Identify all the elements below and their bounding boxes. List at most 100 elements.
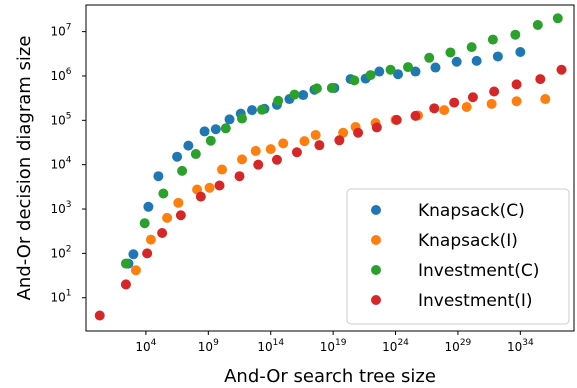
data-point — [326, 82, 337, 93]
data-point — [172, 151, 183, 162]
data-point — [253, 159, 264, 170]
legend-marker — [371, 235, 381, 245]
x-tick-label: 109 — [198, 338, 219, 354]
data-point — [250, 145, 261, 156]
x-tick-label: 1024 — [382, 338, 409, 354]
x-tick-label: 1029 — [445, 338, 472, 354]
legend-marker — [371, 295, 381, 305]
data-point — [143, 201, 154, 212]
x-axis-ticks: 104 109 1014 1019 1024 1029 1034 — [135, 331, 534, 354]
data-point — [449, 97, 460, 108]
data-point — [130, 265, 141, 276]
data-point — [466, 42, 477, 53]
data-point — [471, 55, 482, 66]
plot-frame — [85, 4, 575, 332]
legend: Knapsack(C) Knapsack(I) Investment(C) Inves… — [346, 188, 570, 325]
data-point — [128, 249, 139, 260]
data-point — [439, 105, 450, 116]
data-point — [199, 126, 210, 137]
data-point — [177, 165, 188, 176]
legend-box — [346, 188, 570, 325]
data-point — [487, 34, 498, 45]
series-investment-i- — [94, 64, 567, 321]
data-point — [298, 90, 309, 101]
data-point — [278, 138, 289, 149]
data-point — [158, 188, 169, 199]
data-point — [552, 13, 563, 24]
data-point — [540, 94, 551, 105]
data-point — [237, 113, 248, 124]
data-point — [190, 149, 201, 160]
data-point — [120, 279, 131, 290]
data-point — [289, 89, 300, 100]
x-tick-label: 1014 — [257, 338, 284, 354]
data-point — [532, 19, 543, 30]
data-point — [338, 127, 349, 138]
data-point — [246, 105, 257, 116]
data-point — [120, 258, 131, 269]
data-point — [217, 164, 228, 175]
data-point — [385, 64, 396, 75]
legend-label: Investment(I) — [418, 291, 533, 311]
data-point — [145, 234, 156, 245]
data-point — [183, 140, 194, 151]
data-point — [139, 218, 150, 229]
data-point — [403, 62, 414, 73]
data-point — [349, 75, 360, 86]
data-point — [204, 182, 215, 193]
legend-label: Knapsack(C) — [418, 201, 525, 221]
data-point — [371, 122, 382, 133]
series-investment-c- — [120, 13, 563, 269]
data-point — [157, 227, 168, 238]
y-tick-label: 107 — [50, 23, 71, 39]
data-point — [445, 47, 456, 58]
data-point — [511, 79, 522, 90]
data-point — [365, 70, 376, 81]
data-point — [535, 74, 546, 85]
data-point — [353, 127, 364, 138]
data-point — [205, 135, 216, 146]
data-point — [310, 129, 321, 140]
y-tick-label: 104 — [50, 156, 71, 172]
data-point — [220, 123, 231, 134]
data-point — [314, 140, 325, 151]
data-point — [153, 171, 164, 182]
y-tick-label: 106 — [50, 67, 71, 83]
data-point — [311, 83, 322, 94]
data-point — [461, 102, 472, 113]
data-point — [265, 144, 276, 155]
data-point — [256, 104, 267, 115]
data-point — [234, 171, 245, 182]
data-point — [195, 191, 206, 202]
y-tick-label: 105 — [50, 111, 71, 127]
y-tick-label: 101 — [50, 289, 71, 305]
data-point — [291, 147, 302, 158]
data-point — [224, 114, 235, 125]
y-axis-label: And-Or decision diagram size — [14, 36, 35, 301]
data-point — [299, 136, 310, 147]
data-point — [237, 154, 248, 165]
y-axis-ticks: 101 102 103 104 105 106 107 — [50, 23, 86, 305]
data-point — [429, 103, 440, 114]
data-point — [214, 180, 225, 191]
x-tick-label: 104 — [135, 338, 156, 354]
data-point — [410, 66, 421, 77]
data-point — [467, 92, 478, 103]
x-tick-label: 1019 — [320, 338, 347, 354]
data-point — [271, 154, 282, 165]
data-point — [162, 212, 173, 223]
data-point — [94, 310, 105, 321]
legend-label: Investment(C) — [418, 261, 539, 281]
data-point — [511, 96, 522, 107]
data-point — [510, 29, 521, 40]
data-point — [334, 135, 345, 146]
data-point — [489, 86, 500, 97]
data-point — [393, 69, 404, 80]
legend-marker — [371, 265, 381, 275]
legend-marker — [371, 205, 381, 215]
x-tick-label: 1034 — [507, 338, 534, 354]
data-point — [430, 62, 441, 73]
x-axis-label: And-Or search tree size — [224, 366, 436, 387]
data-point — [410, 110, 421, 121]
